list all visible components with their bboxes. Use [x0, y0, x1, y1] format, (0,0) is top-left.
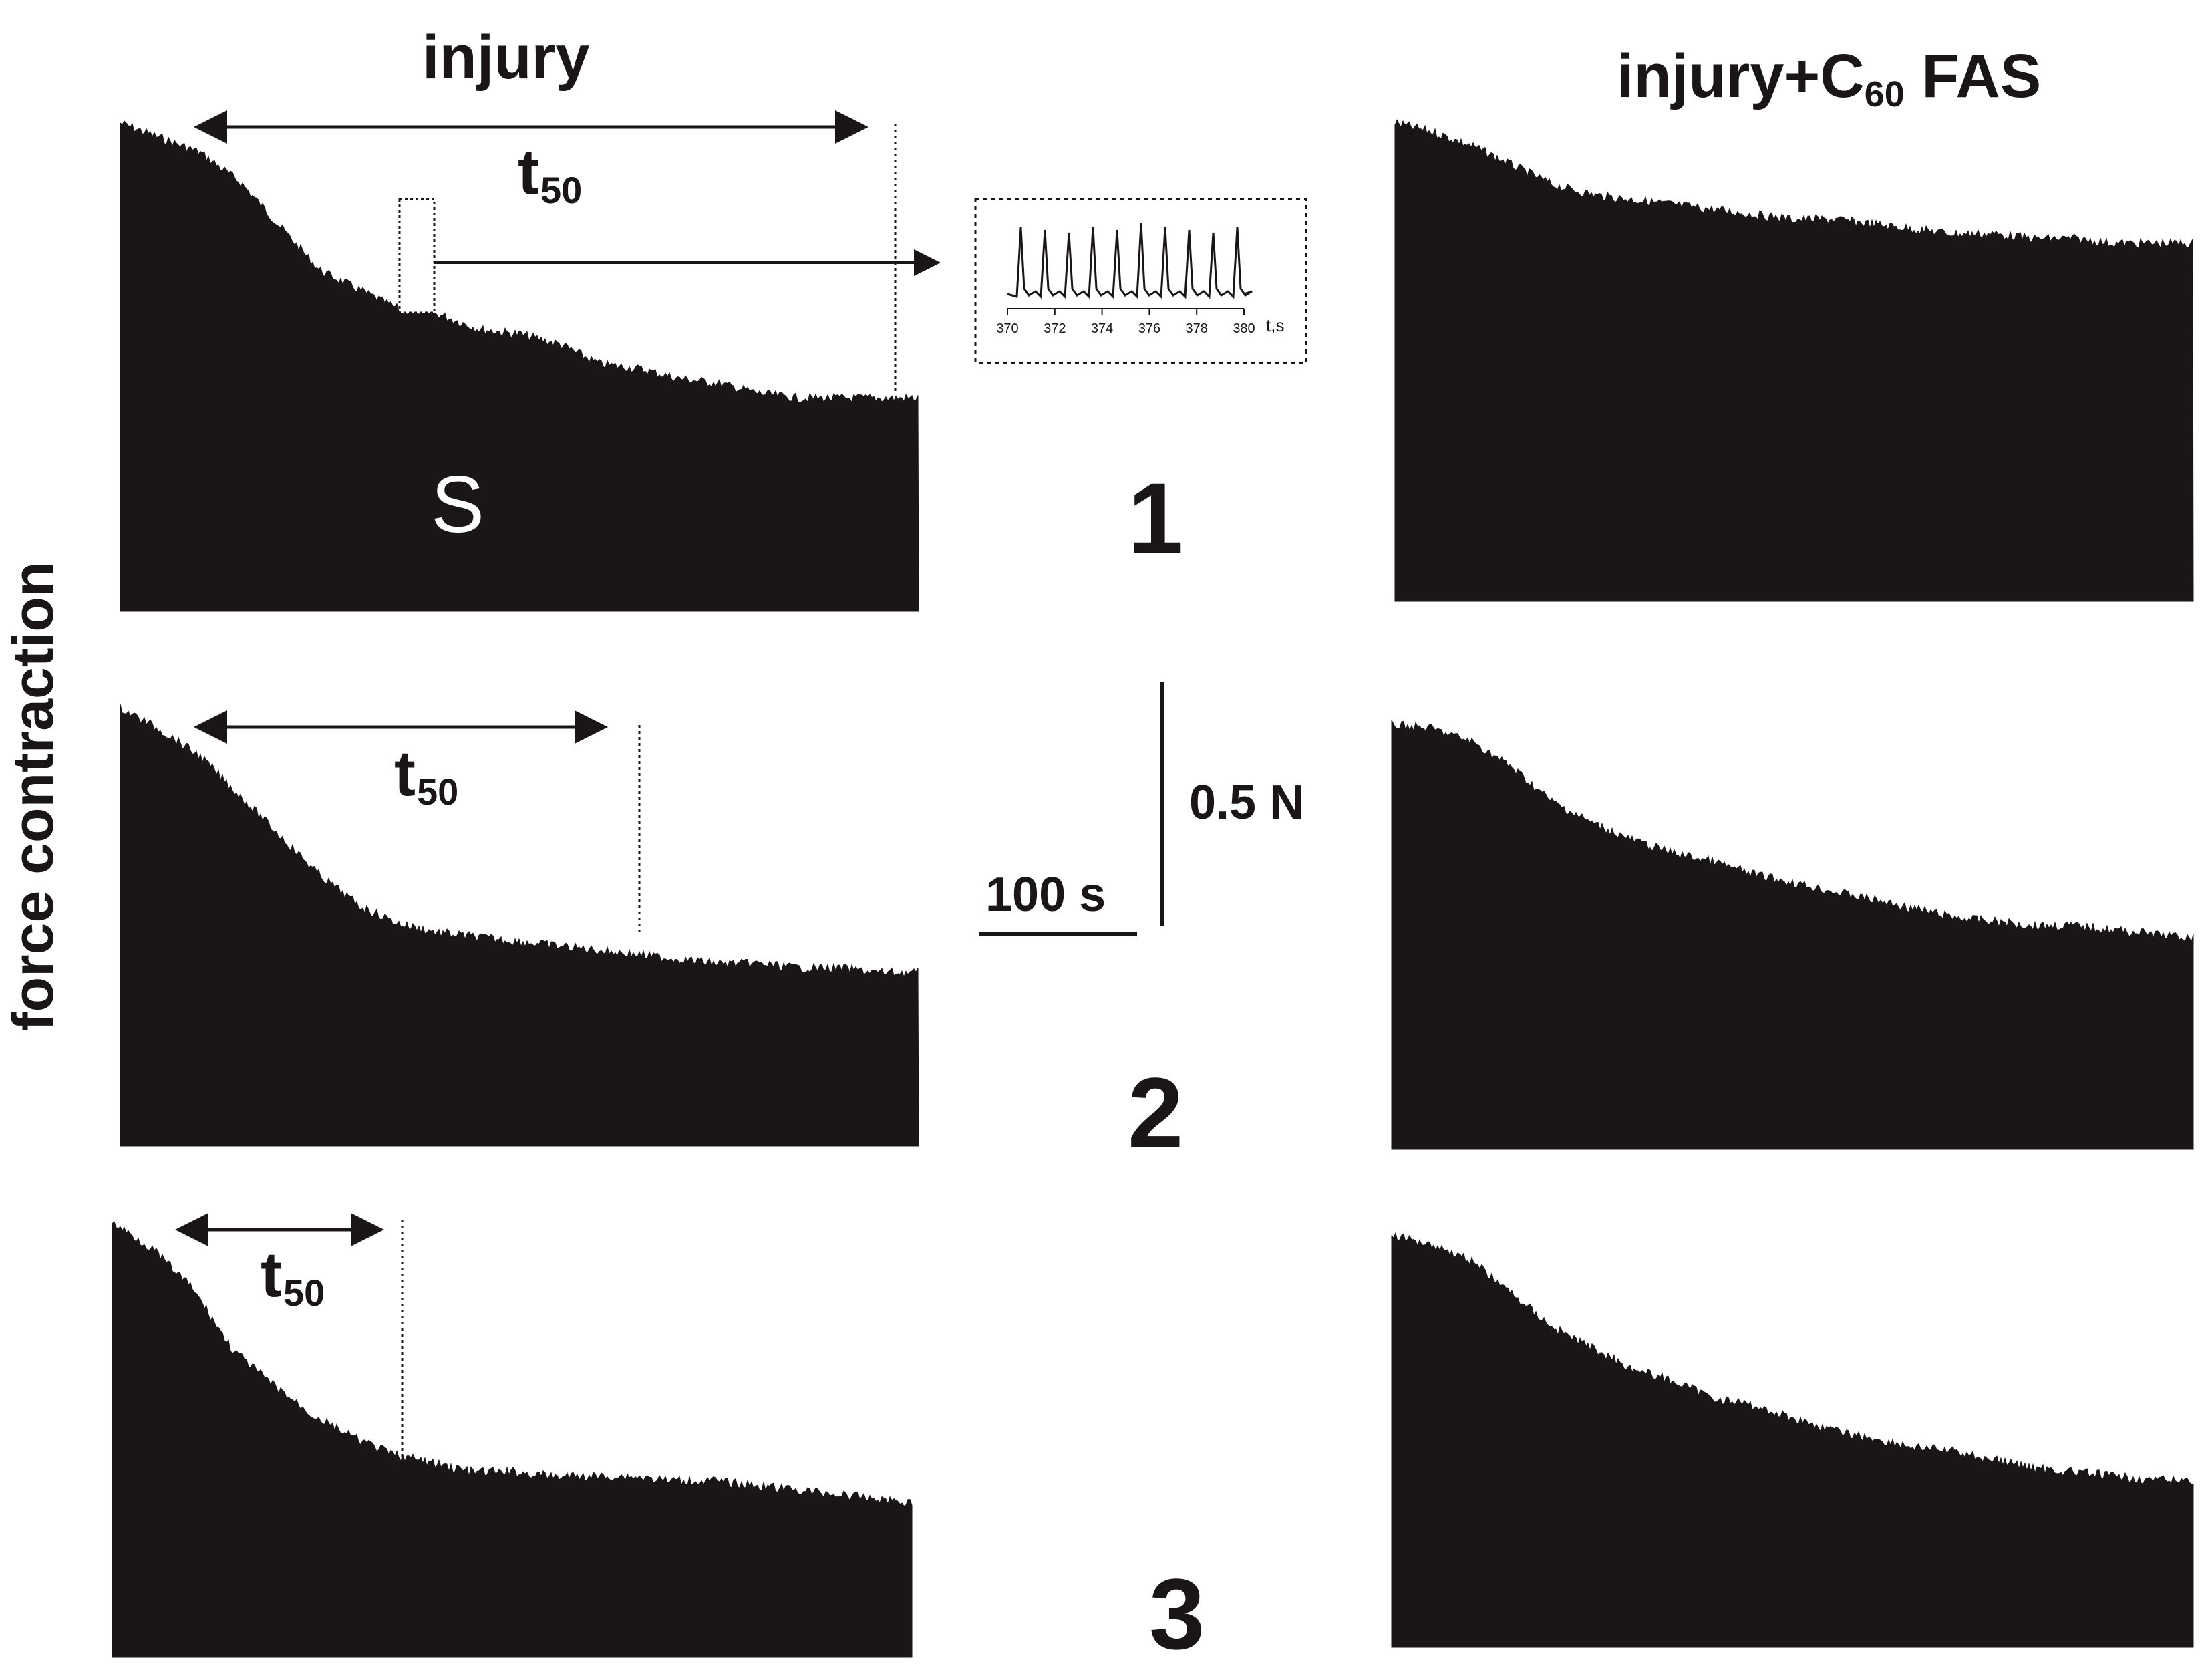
inset-tick-label: 370: [996, 321, 1018, 336]
inset-tick-label: 380: [1233, 321, 1255, 336]
title-right-main: injury+C: [1617, 42, 1865, 110]
t50-label-2-sub: 50: [416, 771, 459, 813]
row-label-3: 3: [1149, 1558, 1205, 1670]
t50-label-3: t50: [261, 1243, 325, 1312]
force-trace-3: [120, 704, 919, 1147]
t50-label-1-sub: 50: [540, 169, 583, 211]
inset-ticks: 370 372 374 376 378 380: [996, 309, 1255, 336]
scale-time-label: 100 s: [985, 868, 1106, 922]
inset-tick-label: 374: [1091, 321, 1113, 336]
t50-label-2-main: t: [394, 738, 416, 809]
t50-label-2: t50: [394, 742, 458, 811]
title-injury-c60-fas: injury+C60 FAS: [1617, 45, 2041, 112]
title-right-sub: 60: [1864, 74, 1905, 114]
title-injury: injury: [422, 23, 590, 92]
row-label-2: 2: [1128, 1057, 1184, 1169]
force-trace-6: [1391, 1232, 2194, 1648]
inset-tick-label: 372: [1044, 321, 1066, 336]
title-right-tail: FAS: [1904, 42, 2042, 110]
selection-box: [398, 198, 436, 314]
row-label-1: 1: [1128, 462, 1184, 574]
inset-unit-label: t,s: [1266, 315, 1284, 335]
inset-twitch-trace: [1007, 223, 1253, 299]
inset-tick-label: 378: [1186, 321, 1208, 336]
force-trace-1: [120, 120, 919, 612]
force-trace-2: [1394, 119, 2194, 602]
t50-label-1-main: t: [518, 136, 539, 208]
t50-label-3-sub: 50: [283, 1272, 325, 1314]
segment-label: S: [431, 460, 485, 549]
scale-force-label: 0.5 N: [1189, 776, 1305, 829]
force-trace-5: [112, 1221, 913, 1658]
t50-label-3-main: t: [261, 1239, 282, 1310]
t50-label-1: t50: [518, 140, 582, 209]
force-trace-4: [1391, 720, 2194, 1150]
inset-tick-label: 376: [1138, 321, 1160, 336]
